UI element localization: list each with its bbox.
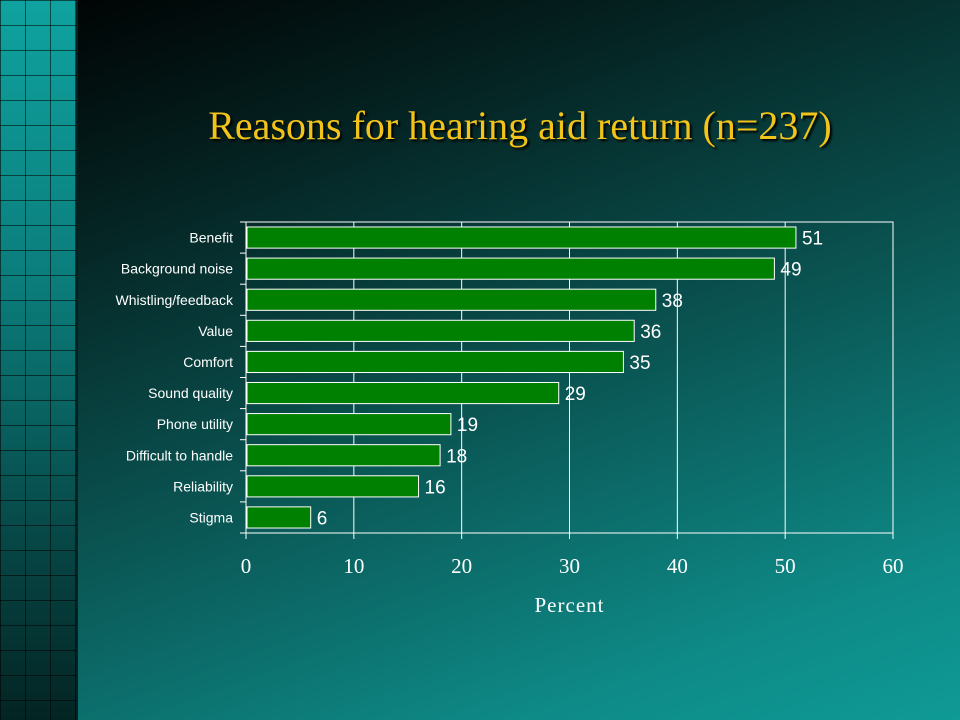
category-label: Value bbox=[198, 323, 233, 339]
bar bbox=[246, 506, 312, 529]
category-label: Stigma bbox=[189, 509, 233, 525]
data-label: 6 bbox=[317, 508, 328, 529]
data-label: 16 bbox=[425, 477, 446, 498]
category-label: Benefit bbox=[189, 230, 233, 246]
bar bbox=[246, 319, 635, 342]
category-label: Reliability bbox=[173, 478, 233, 494]
bar bbox=[246, 381, 560, 405]
bar bbox=[246, 257, 775, 280]
bar bbox=[246, 288, 657, 311]
x-axis-ticks: 0 10 20 30 40 50 60 bbox=[241, 533, 904, 578]
x-tick-label: 30 bbox=[559, 554, 580, 578]
bar bbox=[246, 226, 797, 249]
data-label: 29 bbox=[565, 384, 586, 405]
data-label: 36 bbox=[640, 322, 661, 343]
x-tick-label: 50 bbox=[775, 554, 796, 578]
category-label: Background noise bbox=[121, 261, 233, 277]
bar bbox=[246, 444, 441, 467]
data-label: 35 bbox=[629, 353, 650, 374]
x-tick-label: 40 bbox=[667, 554, 688, 578]
bar bbox=[246, 413, 452, 436]
category-label: Difficult to handle bbox=[126, 447, 233, 463]
data-label: 18 bbox=[446, 446, 467, 467]
bar bbox=[246, 350, 624, 374]
data-label: 49 bbox=[780, 260, 801, 281]
data-label: 38 bbox=[662, 291, 683, 312]
bars bbox=[246, 226, 797, 529]
category-label: Sound quality bbox=[148, 385, 233, 401]
x-tick-label: 20 bbox=[451, 554, 472, 578]
x-tick-label: 60 bbox=[883, 554, 904, 578]
category-label: Comfort bbox=[183, 354, 233, 370]
category-labels: Benefit Background noise Whistling/feedbac… bbox=[115, 221, 246, 534]
x-tick-label: 0 bbox=[241, 554, 252, 578]
decorative-grid-strip bbox=[0, 0, 78, 720]
category-label: Whistling/feedback bbox=[115, 292, 234, 308]
data-label: 19 bbox=[457, 415, 478, 436]
data-label: 51 bbox=[802, 229, 823, 250]
category-label: Phone utility bbox=[157, 416, 233, 432]
chart-title: Reasons for hearing aid return (n=237) bbox=[208, 103, 832, 148]
bar bbox=[246, 475, 420, 498]
x-tick-label: 10 bbox=[343, 554, 364, 578]
x-axis-label: Percent bbox=[535, 593, 605, 617]
